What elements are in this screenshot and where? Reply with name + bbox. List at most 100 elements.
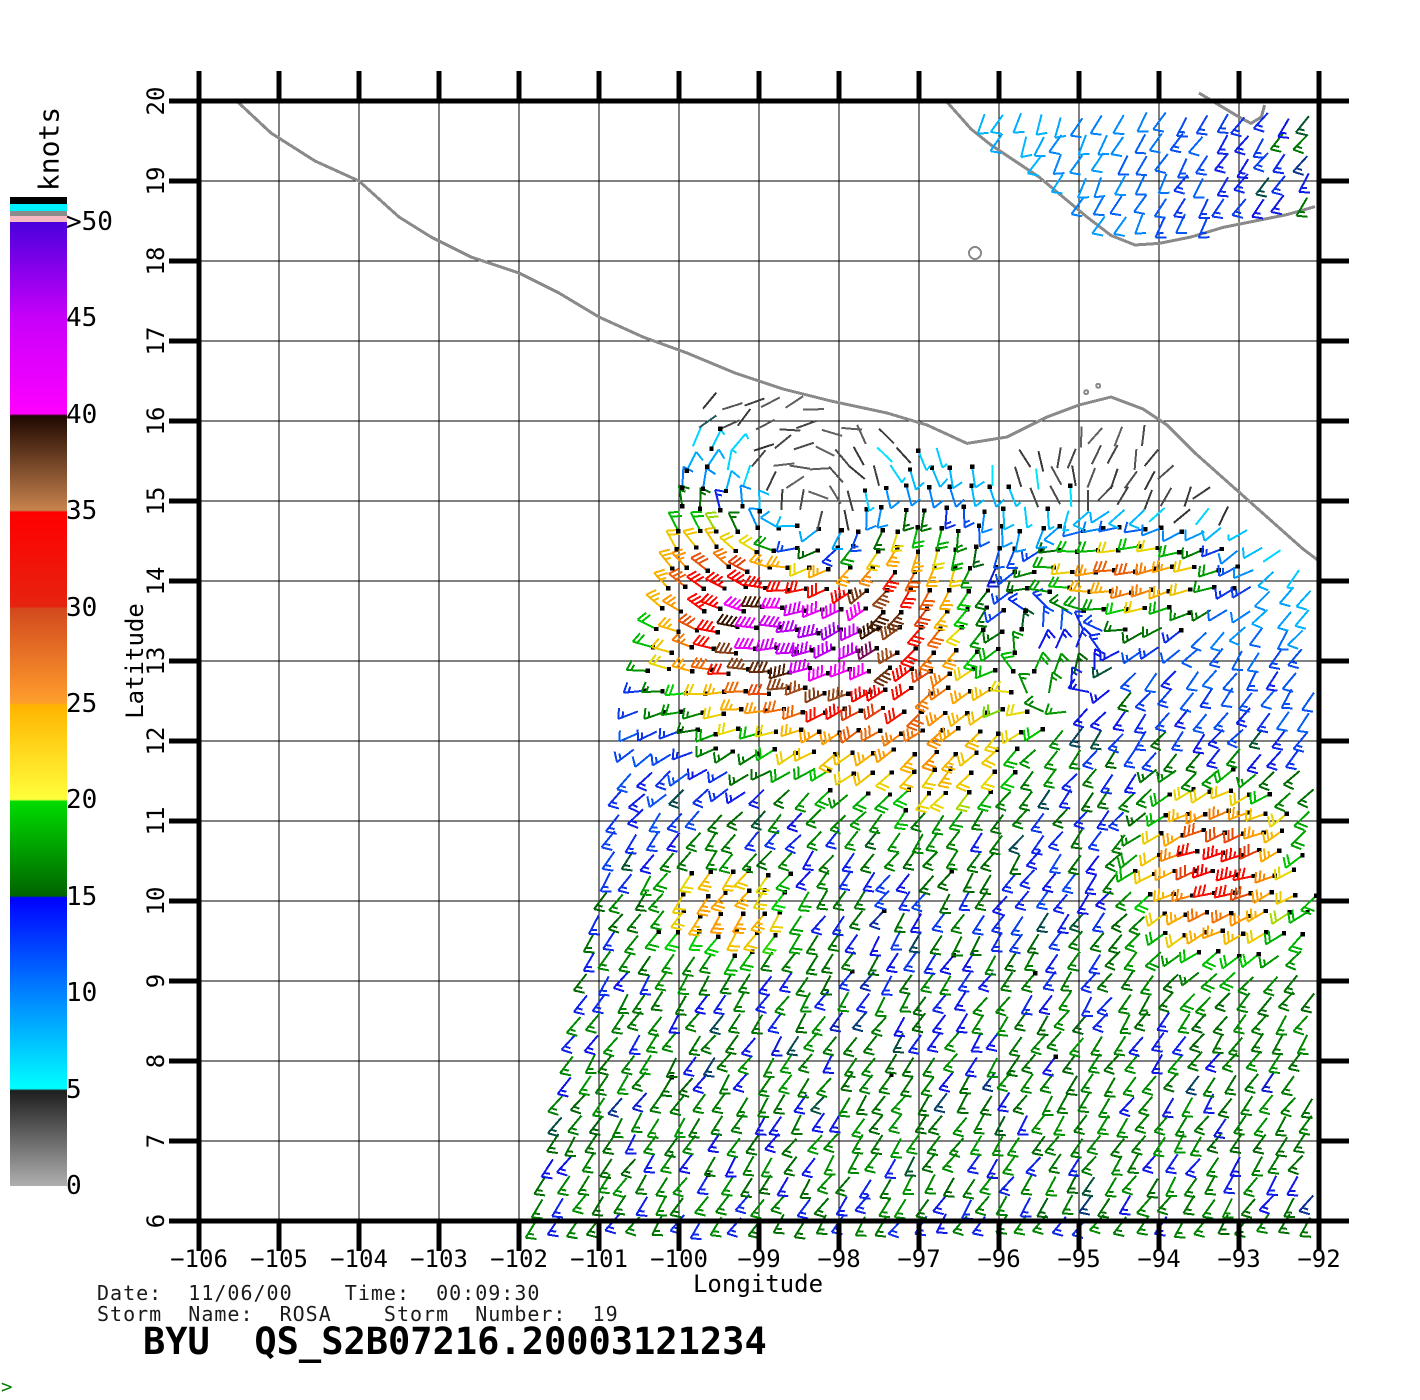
wind-barb bbox=[1053, 1010, 1070, 1032]
wind-barb bbox=[958, 890, 971, 912]
wind-cell-dot bbox=[1032, 970, 1038, 976]
wind-barb bbox=[1080, 792, 1095, 813]
wind-cell-dot bbox=[965, 711, 970, 716]
wind-barb bbox=[1011, 630, 1024, 653]
wind-barb bbox=[636, 612, 657, 630]
wind-barb bbox=[644, 930, 660, 952]
wind-barb bbox=[855, 1094, 868, 1116]
wind-barb bbox=[1141, 1075, 1157, 1096]
wind-cell-dot bbox=[730, 869, 736, 874]
wind-barb bbox=[1192, 713, 1208, 735]
wind-barb bbox=[627, 793, 646, 814]
wind-barb bbox=[1148, 586, 1170, 600]
wind-barb bbox=[1172, 559, 1195, 573]
wind-cell-dot bbox=[794, 627, 800, 632]
wind-barb bbox=[1091, 666, 1113, 679]
wind-barb bbox=[994, 1115, 1006, 1137]
wind-barb bbox=[922, 1057, 936, 1078]
wind-barb bbox=[1005, 703, 1028, 717]
wind-barb bbox=[774, 642, 798, 655]
wind-cell-dot bbox=[1151, 871, 1157, 877]
wind-barb bbox=[1188, 1032, 1205, 1054]
wind-barb bbox=[1255, 176, 1270, 198]
wind-cell-dot bbox=[1024, 709, 1030, 714]
wind-barb bbox=[885, 487, 901, 510]
wind-barb bbox=[1164, 1153, 1179, 1175]
wind-cell-dot bbox=[694, 628, 700, 633]
wind-barb bbox=[691, 426, 702, 447]
wind-barb bbox=[599, 1158, 613, 1180]
x-tick-label: −100 bbox=[650, 1245, 708, 1273]
wind-barb bbox=[1253, 1117, 1268, 1138]
wind-barb bbox=[978, 525, 991, 548]
wind-barb bbox=[690, 656, 713, 671]
wind-barb bbox=[1219, 971, 1236, 992]
wind-barb bbox=[926, 1135, 941, 1157]
wind-barb bbox=[1028, 579, 1051, 593]
wind-barb bbox=[904, 571, 921, 593]
wind-barb bbox=[706, 814, 723, 835]
wind-barb bbox=[808, 490, 829, 500]
wind-barb bbox=[1089, 711, 1107, 732]
wind-barb bbox=[744, 397, 765, 407]
wind-barb bbox=[1076, 540, 1099, 553]
wind-barb bbox=[694, 1195, 709, 1217]
wind-barb bbox=[1251, 889, 1273, 904]
wind-barb bbox=[707, 788, 729, 803]
wind-cell-dot bbox=[755, 525, 760, 530]
wind-barb bbox=[611, 1117, 624, 1139]
corner-prompt-glyph: > bbox=[1, 1376, 13, 1398]
wind-barb bbox=[1141, 1153, 1158, 1174]
wind-barb bbox=[1251, 198, 1265, 220]
wind-barb bbox=[687, 768, 708, 781]
wind-barb bbox=[750, 1198, 765, 1220]
wind-barb bbox=[738, 534, 758, 553]
wind-cell-dot bbox=[835, 545, 840, 551]
wind-barb bbox=[797, 1077, 810, 1099]
wind-barb bbox=[1048, 853, 1062, 875]
wind-barb bbox=[660, 1076, 673, 1098]
wind-barb bbox=[958, 1073, 971, 1095]
wind-barb bbox=[1128, 915, 1146, 936]
wind-barb bbox=[631, 1071, 647, 1092]
wind-barb bbox=[1123, 600, 1145, 614]
wind-cell-dot bbox=[1116, 548, 1121, 553]
wind-barb bbox=[858, 620, 880, 640]
wind-barb bbox=[890, 531, 904, 553]
wind-barb bbox=[851, 1011, 867, 1033]
wind-cell-dot bbox=[1192, 564, 1197, 570]
wind-barb bbox=[898, 890, 911, 912]
wind-barb bbox=[703, 936, 720, 957]
wind-barb bbox=[617, 873, 633, 895]
wind-barb bbox=[1297, 788, 1315, 809]
wind-barb bbox=[1141, 626, 1163, 639]
wind-barb bbox=[868, 813, 883, 835]
wind-barb bbox=[1002, 1155, 1017, 1176]
wind-barb bbox=[1241, 546, 1263, 560]
wind-cell-dot bbox=[774, 645, 780, 650]
wind-barb bbox=[597, 975, 610, 997]
wind-cell-dot bbox=[903, 807, 909, 813]
wind-barb bbox=[981, 1071, 997, 1093]
wind-barb bbox=[658, 727, 680, 740]
wind-barb bbox=[1071, 1014, 1088, 1036]
wind-barb bbox=[956, 1093, 969, 1115]
wind-barb bbox=[1266, 750, 1282, 771]
wind-barb bbox=[1292, 732, 1308, 753]
wind-barb bbox=[1054, 628, 1073, 649]
wind-barb bbox=[1160, 670, 1177, 691]
wind-barb bbox=[1216, 176, 1229, 198]
wind-barb bbox=[1223, 827, 1244, 844]
wind-barb bbox=[581, 1152, 595, 1174]
wind-cell-dot bbox=[676, 528, 681, 534]
wind-barb bbox=[775, 540, 798, 553]
wind-barb bbox=[839, 623, 861, 642]
wind-barb bbox=[811, 1112, 826, 1134]
wind-cell-dot bbox=[1041, 526, 1046, 531]
wind-barb bbox=[1109, 586, 1132, 600]
wind-barb bbox=[1122, 1076, 1137, 1098]
wind-barb bbox=[725, 791, 746, 805]
wind-barb bbox=[662, 593, 682, 613]
wind-cell-dot bbox=[694, 545, 699, 550]
wind-barb bbox=[1233, 135, 1250, 156]
